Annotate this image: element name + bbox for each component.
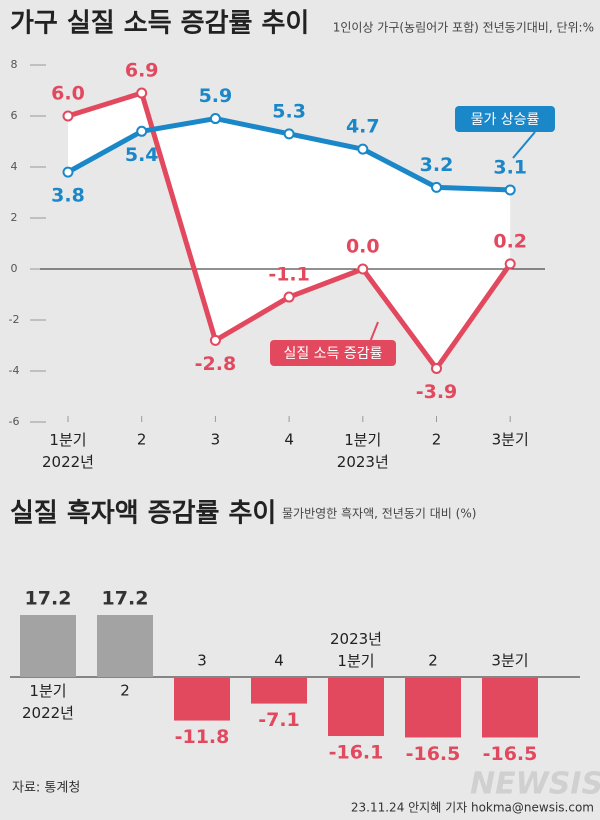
x-tick-label: 3분기 [492,431,529,449]
gap-fill [68,93,511,369]
chart-title: 가구 실질 소득 증감률 추이 [10,9,309,39]
point [504,184,516,196]
point [209,334,221,346]
bar [20,615,76,677]
value-label: 6.0 [51,83,85,105]
x-tick-label: 4 [274,652,284,670]
point [357,263,369,275]
legend-label: 물가 상승률 [471,112,540,128]
point [136,87,148,99]
bar [97,615,153,677]
point [357,143,369,155]
chart-title: 실질 흑자액 증감률 추이 [10,499,276,529]
value-label: -3.9 [416,381,458,403]
value-label: -16.5 [483,743,538,765]
legend-box [270,340,396,366]
chart-subtitle: 물가반영한 흑자액, 전년동기 대비 (%) [282,507,476,521]
bar [328,678,384,737]
value-label: 4.7 [346,116,380,138]
point [431,362,442,374]
value-label: -7.1 [258,709,300,731]
x-tick-label: 2 [120,682,130,700]
x-tick-label: 3분기 [491,652,528,670]
point [62,110,74,122]
value-label: -2.8 [195,353,237,375]
value-label: 3.8 [51,185,85,207]
point [62,166,74,178]
x-tick-label: 4 [284,431,294,449]
value-label: -16.5 [406,743,461,765]
y-tick-label: 6 [11,109,18,122]
y-tick-label: 8 [11,58,18,71]
value-label: 17.2 [102,588,149,610]
legend-pointer [512,131,536,159]
point [504,258,516,270]
point [209,113,221,125]
value-label: -16.1 [329,742,384,764]
bar [405,678,461,738]
y-tick-label: -6 [9,415,20,428]
credit: 23.11.24 안지혜 기자 hokma@newsis.com [351,801,594,815]
x-tick-label: 1분기 2023년 [337,431,389,471]
value-label: 0.2 [493,230,527,252]
point [431,181,442,193]
source: 자료: 통계청 [12,781,80,796]
value-label: 3.2 [420,154,454,176]
point [283,128,295,140]
y-tick-label: 2 [11,211,18,224]
x-tick-label: 1분기 2022년 [22,682,74,722]
x-tick-label: 3 [197,652,207,670]
value-label: 6.9 [125,60,159,82]
x-tick-label: 2023년 1분기 [330,630,382,670]
x-tick-label: 1분기 2022년 [42,431,94,471]
y-tick-label: 0 [11,262,18,275]
value-label: -11.8 [175,726,230,748]
y-tick-label: -4 [9,364,20,377]
x-tick-label: 3 [211,431,221,449]
value-label: 5.4 [125,144,159,166]
legend-pointer [369,321,379,341]
value-label: -1.1 [268,264,310,286]
value-label: 0.0 [346,236,380,258]
legend-box [455,106,555,132]
legend-label: 실질 소득 증감률 [283,346,382,362]
x-tick-label: 2 [137,431,147,449]
value-label: 17.2 [25,588,72,610]
bar [482,678,538,738]
chart-subtitle: 1인이상 가구(농림어가 포함) 전년동기대비, 단위:% [333,21,594,35]
bar [174,678,230,721]
y-tick-label: -2 [9,313,20,326]
point [136,125,148,137]
value-label: 5.9 [199,85,233,107]
x-tick-label: 2 [428,652,438,670]
value-label: 3.1 [493,156,527,178]
value-label: 5.3 [272,100,306,122]
x-tick-label: 2 [432,431,442,449]
watermark: NEWSIS [470,767,600,802]
point [283,291,295,303]
y-tick-label: 4 [11,160,18,173]
bar [251,678,307,704]
